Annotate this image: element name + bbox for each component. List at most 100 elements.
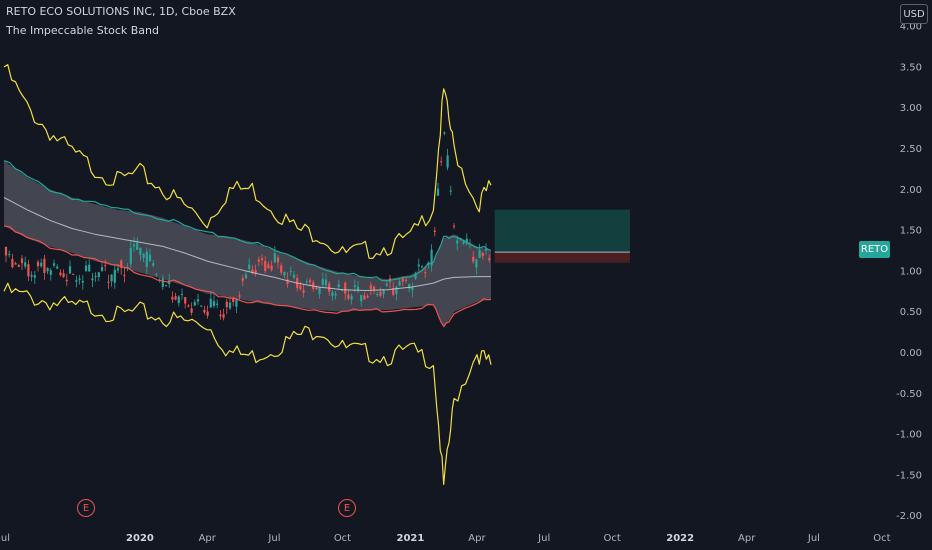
- candle-body: [344, 282, 347, 294]
- candle-body: [385, 283, 388, 286]
- candle-body: [340, 289, 344, 291]
- earnings-marker[interactable]: E: [77, 499, 95, 517]
- candle-body: [33, 275, 36, 278]
- price-axis[interactable]: 4.00 3.50 3.00 2.50 2.00 1.50 1.00 0.50 0.00 -0.5…: [896, 22, 922, 523]
- position-tool[interactable]: [494, 209, 630, 263]
- candle-body: [164, 285, 168, 287]
- x-tick-label: Jul: [807, 533, 820, 544]
- candle-body: [200, 305, 203, 307]
- candle-body: [209, 298, 212, 308]
- y-tick-label: 4.00: [900, 22, 922, 33]
- candle-body: [331, 292, 334, 296]
- candle-body: [40, 262, 43, 267]
- candle-body: [123, 275, 126, 277]
- x-tick-label: Apr: [468, 533, 486, 544]
- candle-body: [315, 287, 318, 290]
- candle-body: [257, 259, 260, 262]
- candle-body: [59, 272, 62, 276]
- candle-body: [129, 248, 132, 264]
- candle-body: [270, 265, 273, 270]
- candle-body: [299, 285, 302, 290]
- candle-body: [401, 278, 404, 282]
- candle-body: [456, 240, 459, 244]
- candle-body: [411, 287, 414, 291]
- position-stop-zone: [494, 252, 630, 263]
- x-tick-label: Jul: [537, 533, 550, 544]
- x-tick-label: Jul: [0, 533, 10, 544]
- candle-body: [244, 274, 248, 279]
- candle-body: [475, 259, 478, 268]
- candle-body: [398, 281, 401, 286]
- candle-body: [254, 270, 257, 274]
- candle-body: [264, 260, 267, 271]
- candle-body: [334, 293, 337, 296]
- y-tick-label: 1.00: [900, 266, 922, 277]
- candle-body: [49, 270, 52, 275]
- candle-body: [449, 190, 452, 192]
- candle-body: [369, 285, 372, 289]
- candle-body: [276, 257, 280, 263]
- candle-body: [219, 314, 222, 317]
- y-tick-label: -1.00: [896, 430, 922, 441]
- indicator-title[interactable]: The Impeccable Stock Band: [6, 24, 159, 37]
- candle-body: [382, 289, 385, 295]
- candle-body: [465, 238, 468, 244]
- candle-body: [222, 314, 225, 318]
- time-axis[interactable]: Jul 2020 Apr Jul Oct 2021 Apr Jul Oct 2022 Apr Jul O…: [0, 533, 891, 544]
- y-tick-label: 1.50: [900, 226, 922, 237]
- candle-body: [347, 294, 350, 299]
- candle-body: [273, 253, 276, 263]
- candle-body: [148, 254, 152, 262]
- candle-body: [212, 301, 216, 306]
- candle-body: [161, 278, 164, 287]
- candle-body: [56, 266, 59, 269]
- candle-body: [116, 268, 120, 271]
- candle-body: [238, 295, 241, 297]
- candle-body: [376, 294, 379, 296]
- currency-label[interactable]: USD: [900, 4, 928, 24]
- candle-body: [100, 267, 104, 271]
- series-line-outer-lower: [3, 282, 492, 486]
- candle-body: [52, 263, 56, 266]
- candle-body: [190, 308, 193, 313]
- candle-body: [488, 258, 491, 261]
- candle-body: [120, 260, 123, 268]
- candle-body: [11, 258, 14, 268]
- candle-body: [232, 298, 235, 303]
- x-tick-label: Oct: [334, 533, 351, 544]
- candle-body: [420, 266, 424, 268]
- candle-body: [187, 305, 190, 307]
- last-price-ticker-label: RETO: [859, 241, 890, 258]
- candle-body: [4, 246, 8, 256]
- y-tick-label: -2.00: [896, 511, 922, 522]
- candle-body: [283, 271, 286, 276]
- candle-body: [395, 286, 398, 295]
- candle-body: [145, 251, 148, 267]
- candle-body: [65, 279, 68, 282]
- candle-body: [17, 265, 20, 267]
- candle-body: [228, 302, 232, 309]
- candle-body: [174, 296, 177, 300]
- candle-body: [30, 275, 33, 277]
- candle-body: [472, 256, 475, 262]
- candle-body: [372, 286, 376, 291]
- candle-body: [481, 252, 484, 257]
- candle-body: [113, 269, 116, 283]
- candle-body: [75, 280, 78, 282]
- candle-body: [206, 311, 209, 316]
- y-tick-label: -0.50: [896, 389, 922, 400]
- candle-body: [452, 225, 456, 227]
- candle-body: [68, 266, 72, 274]
- candle-body: [430, 249, 433, 266]
- candle-body: [142, 254, 145, 258]
- position-target-zone: [494, 209, 630, 253]
- candle-body: [88, 264, 91, 272]
- band-fill: [4, 160, 491, 328]
- earnings-marker[interactable]: E: [338, 499, 356, 517]
- symbol-title[interactable]: RETO ECO SOLUTIONS INC, 1D, Cboe BZX: [6, 5, 236, 18]
- candle-body: [110, 274, 113, 282]
- candle-body: [324, 279, 328, 286]
- candle-body: [203, 309, 206, 313]
